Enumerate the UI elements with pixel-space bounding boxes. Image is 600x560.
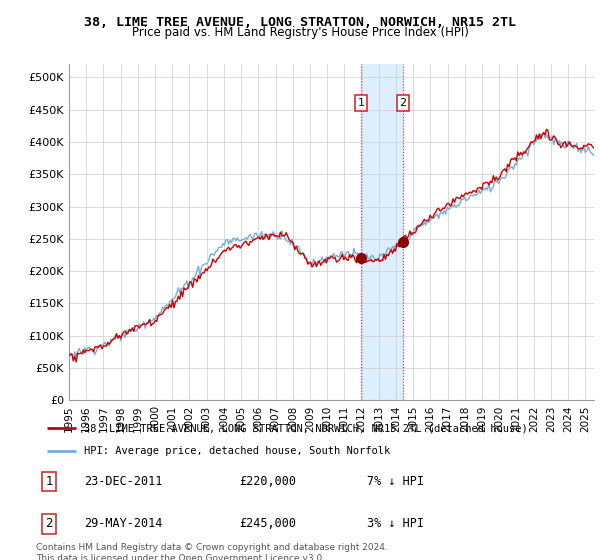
Text: 7% ↓ HPI: 7% ↓ HPI	[367, 475, 424, 488]
Text: 2: 2	[400, 98, 407, 108]
Text: £220,000: £220,000	[239, 475, 296, 488]
Text: 1: 1	[46, 475, 53, 488]
Text: Price paid vs. HM Land Registry's House Price Index (HPI): Price paid vs. HM Land Registry's House …	[131, 26, 469, 39]
Text: Contains HM Land Registry data © Crown copyright and database right 2024.
This d: Contains HM Land Registry data © Crown c…	[36, 543, 388, 560]
Text: £245,000: £245,000	[239, 517, 296, 530]
Bar	[361, 64, 403, 400]
Text: 38, LIME TREE AVENUE, LONG STRATTON, NORWICH, NR15 2TL (detached house): 38, LIME TREE AVENUE, LONG STRATTON, NOR…	[84, 423, 528, 433]
Text: 3% ↓ HPI: 3% ↓ HPI	[367, 517, 424, 530]
Text: 38, LIME TREE AVENUE, LONG STRATTON, NORWICH, NR15 2TL: 38, LIME TREE AVENUE, LONG STRATTON, NOR…	[84, 16, 516, 29]
Text: HPI: Average price, detached house, South Norfolk: HPI: Average price, detached house, Sout…	[84, 446, 391, 455]
Text: 2: 2	[46, 517, 53, 530]
Text: 29-MAY-2014: 29-MAY-2014	[84, 517, 163, 530]
Text: 1: 1	[358, 98, 365, 108]
Text: 23-DEC-2011: 23-DEC-2011	[84, 475, 163, 488]
